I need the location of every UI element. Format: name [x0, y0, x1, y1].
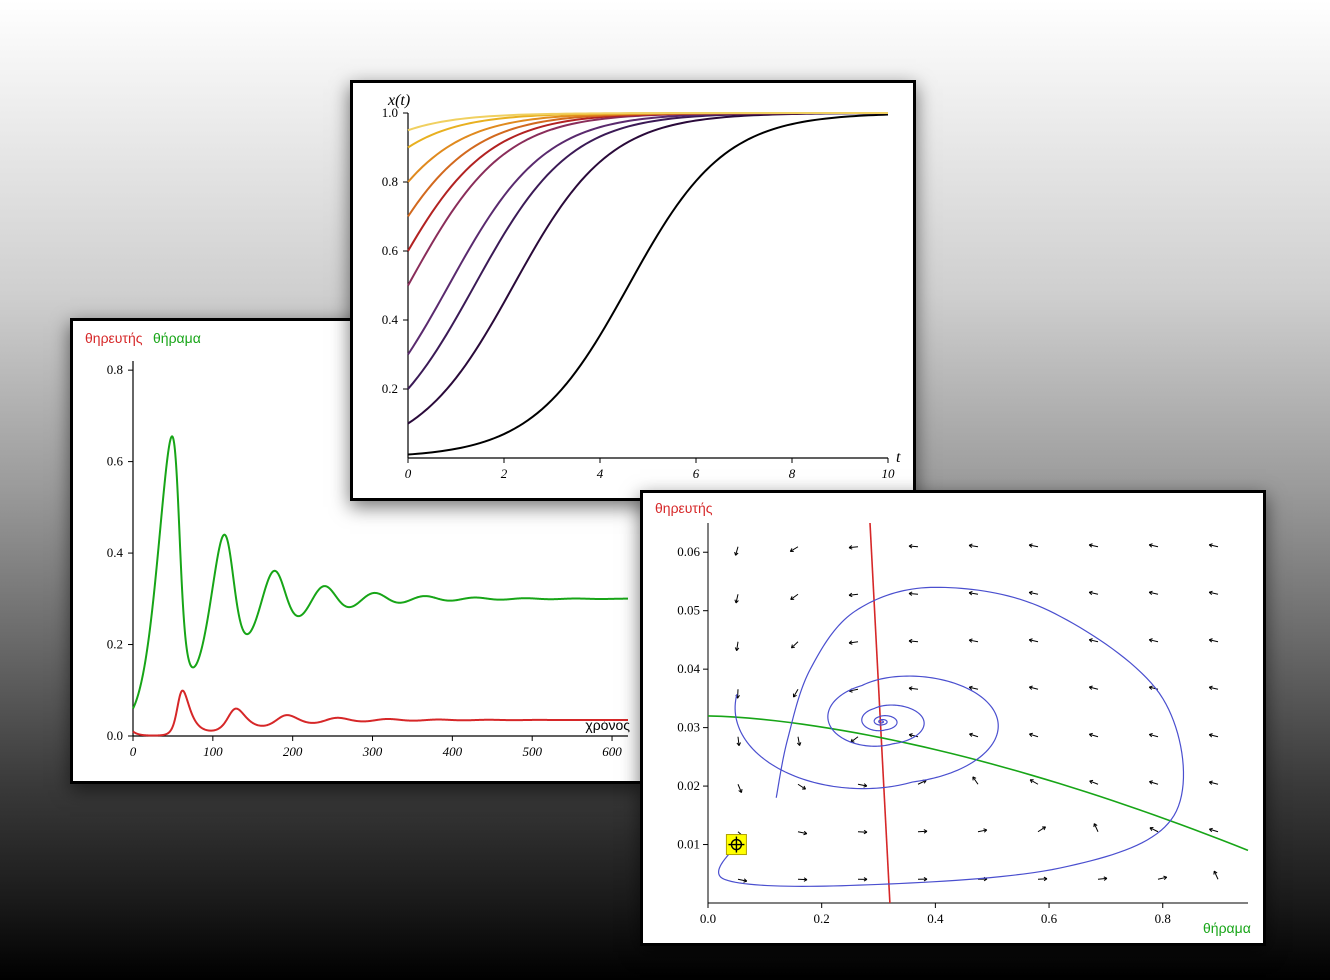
svg-text:0.2: 0.2 — [814, 911, 830, 926]
legend-prey: θήραμα — [1203, 920, 1251, 936]
svg-text:0.2: 0.2 — [107, 637, 123, 652]
logistic-curve — [408, 113, 888, 354]
svg-text:0.8: 0.8 — [382, 174, 398, 189]
stage: θηρευτήςθήραμα01002003004005006000.00.20… — [0, 0, 1330, 980]
svg-text:0.03: 0.03 — [677, 720, 700, 735]
svg-text:0: 0 — [405, 466, 412, 481]
svg-text:8: 8 — [789, 466, 796, 481]
svg-text:0.0: 0.0 — [107, 728, 123, 743]
legend-prey: θήραμα — [153, 330, 201, 346]
svg-text:0.6: 0.6 — [1041, 911, 1058, 926]
svg-text:0.4: 0.4 — [107, 545, 124, 560]
logistic-curve — [408, 113, 888, 216]
phase-portrait-panel: θηρευτής θήραμα 0.0 0.2 0.4 0.6 0.8 0.01 0.02 0.0… — [640, 490, 1266, 946]
svg-text:10: 10 — [882, 466, 896, 481]
logistic-curves-panel: 02468100.20.40.60.81.0x(t)t — [350, 80, 916, 501]
svg-text:0.4: 0.4 — [382, 312, 399, 327]
logistic-curve — [408, 113, 888, 182]
svg-text:100: 100 — [203, 744, 223, 759]
svg-text:0.04: 0.04 — [677, 661, 700, 676]
svg-text:6: 6 — [693, 466, 700, 481]
svg-text:0.02: 0.02 — [677, 778, 700, 793]
trajectory-spiral — [735, 676, 998, 789]
svg-text:4: 4 — [597, 466, 604, 481]
svg-text:0.0: 0.0 — [700, 911, 716, 926]
svg-text:0.06: 0.06 — [677, 544, 700, 559]
svg-text:0.8: 0.8 — [107, 362, 123, 377]
y-axis-label: x(t) — [387, 92, 410, 109]
predator-series — [133, 691, 628, 736]
svg-text:400: 400 — [443, 744, 463, 759]
svg-text:0.8: 0.8 — [1155, 911, 1171, 926]
svg-text:200: 200 — [283, 744, 303, 759]
svg-text:0.05: 0.05 — [677, 603, 700, 618]
trajectory-outer-loop — [719, 587, 1184, 886]
legend-predator: θηρευτής — [85, 330, 143, 346]
svg-text:2: 2 — [501, 466, 508, 481]
x-axis-label: t — [896, 449, 901, 466]
svg-text:0: 0 — [130, 744, 137, 759]
svg-text:600: 600 — [602, 744, 622, 759]
svg-text:500: 500 — [522, 744, 542, 759]
svg-text:0.6: 0.6 — [107, 454, 124, 469]
svg-text:0.01: 0.01 — [677, 837, 700, 852]
logistic-curve — [408, 113, 888, 285]
logistic-curve — [408, 113, 888, 423]
logistic-curve — [408, 115, 888, 455]
svg-text:0.2: 0.2 — [382, 381, 398, 396]
svg-text:0.4: 0.4 — [927, 911, 944, 926]
svg-text:300: 300 — [362, 744, 383, 759]
legend-predator: θηρευτής — [655, 500, 713, 516]
predator-nullcline — [870, 523, 890, 903]
svg-text:0.6: 0.6 — [382, 243, 399, 258]
